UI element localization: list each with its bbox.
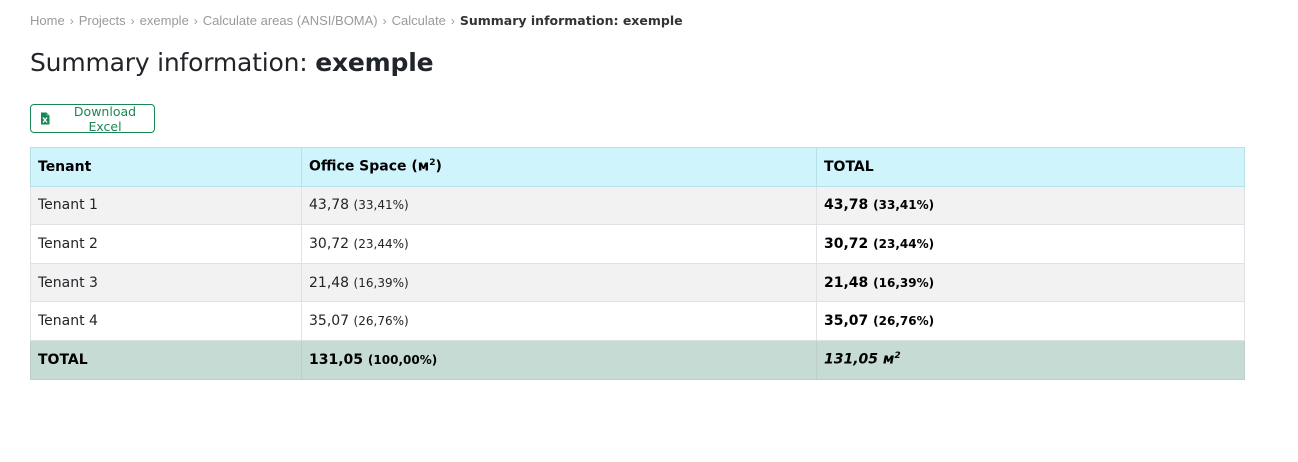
- table-row: Tenant 4 35,07 (26,76%) 35,07 (26,76%): [30, 301, 1245, 341]
- breadcrumb-separator: ›: [69, 13, 74, 28]
- office-value: 35,07: [309, 313, 350, 330]
- footer-grand-total: 131,05 м2: [816, 339, 1245, 380]
- breadcrumb: Home › Projects › exemple › Calculate ar…: [30, 13, 683, 28]
- office-value: 43,78: [309, 197, 350, 214]
- header-tenant: Tenant: [30, 147, 302, 187]
- header-total: TOTAL: [816, 147, 1245, 187]
- office-space-cell: 21,48 (16,39%): [301, 262, 817, 303]
- page-title-project-name: exemple: [315, 48, 434, 77]
- header-office-space-close: ): [435, 159, 442, 176]
- breadcrumb-calculate[interactable]: Calculate: [391, 13, 446, 28]
- header-office-space-label: Office Space (м: [309, 159, 430, 176]
- footer-office-percent: (100,00%): [367, 352, 438, 367]
- footer-grand-total-sup: 2: [894, 351, 901, 362]
- total-percent: (16,39%): [873, 275, 935, 290]
- footer-grand-total-value: 131,05 м: [824, 352, 895, 369]
- breadcrumb-separator: ›: [450, 13, 455, 28]
- total-cell: 35,07 (26,76%): [816, 301, 1245, 341]
- breadcrumb-projects[interactable]: Projects: [78, 13, 126, 28]
- total-cell: 30,72 (23,44%): [816, 224, 1245, 264]
- tenant-cell: Tenant 3: [30, 262, 302, 303]
- total-percent: (33,41%): [873, 198, 935, 213]
- tenant-cell: Tenant 2: [30, 224, 302, 264]
- footer-office-value: 131,05: [309, 351, 364, 368]
- total-cell: 21,48 (16,39%): [816, 262, 1245, 303]
- total-cell: 43,78 (33,41%): [816, 185, 1245, 226]
- office-value: 30,72: [309, 235, 350, 252]
- breadcrumb-separator: ›: [382, 13, 387, 28]
- download-excel-button[interactable]: Download Excel: [30, 103, 155, 134]
- summary-table: Tenant Office Space (м2) TOTAL Tenant 1 …: [30, 147, 1245, 380]
- header-office-space: Office Space (м2): [301, 147, 817, 187]
- table-row: Tenant 3 21,48 (16,39%) 21,48 (16,39%): [30, 262, 1245, 303]
- breadcrumb-separator: ›: [130, 13, 135, 28]
- office-percent: (26,76%): [353, 314, 409, 329]
- breadcrumb-project[interactable]: exemple: [139, 13, 189, 28]
- page-title-prefix: Summary information:: [30, 48, 316, 77]
- breadcrumb-calculate-areas[interactable]: Calculate areas (ANSI/BOMA): [202, 13, 378, 28]
- breadcrumb-home[interactable]: Home: [30, 13, 65, 28]
- total-value: 43,78: [824, 197, 869, 214]
- breadcrumb-separator: ›: [193, 13, 198, 28]
- tenant-cell: Tenant 1: [30, 185, 302, 226]
- total-percent: (26,76%): [873, 314, 935, 329]
- office-percent: (16,39%): [353, 275, 409, 290]
- total-value: 35,07: [824, 313, 869, 330]
- table-header-row: Tenant Office Space (м2) TOTAL: [30, 147, 1245, 187]
- tenant-cell: Tenant 4: [30, 301, 302, 341]
- header-office-space-sup: 2: [429, 158, 436, 169]
- office-space-cell: 35,07 (26,76%): [301, 301, 817, 341]
- office-percent: (23,44%): [353, 236, 409, 251]
- table-row: Tenant 1 43,78 (33,41%) 43,78 (33,41%): [30, 185, 1245, 226]
- page-title: Summary information: exemple: [30, 48, 434, 77]
- footer-total-label: TOTAL: [30, 339, 302, 380]
- breadcrumb-current: Summary information: exemple: [459, 13, 683, 28]
- office-value: 21,48: [309, 274, 350, 291]
- total-value: 30,72: [824, 235, 869, 252]
- download-excel-label: Download Excel: [73, 103, 137, 134]
- total-value: 21,48: [824, 274, 869, 291]
- office-space-cell: 30,72 (23,44%): [301, 224, 817, 264]
- office-space-cell: 43,78 (33,41%): [301, 185, 817, 226]
- total-percent: (23,44%): [873, 236, 935, 251]
- footer-office-space: 131,05 (100,00%): [301, 339, 817, 380]
- file-excel-icon: [40, 112, 50, 125]
- office-percent: (33,41%): [353, 198, 409, 213]
- table-row: Tenant 2 30,72 (23,44%) 30,72 (23,44%): [30, 224, 1245, 264]
- table-footer-row: TOTAL 131,05 (100,00%) 131,05 м2: [30, 339, 1245, 380]
